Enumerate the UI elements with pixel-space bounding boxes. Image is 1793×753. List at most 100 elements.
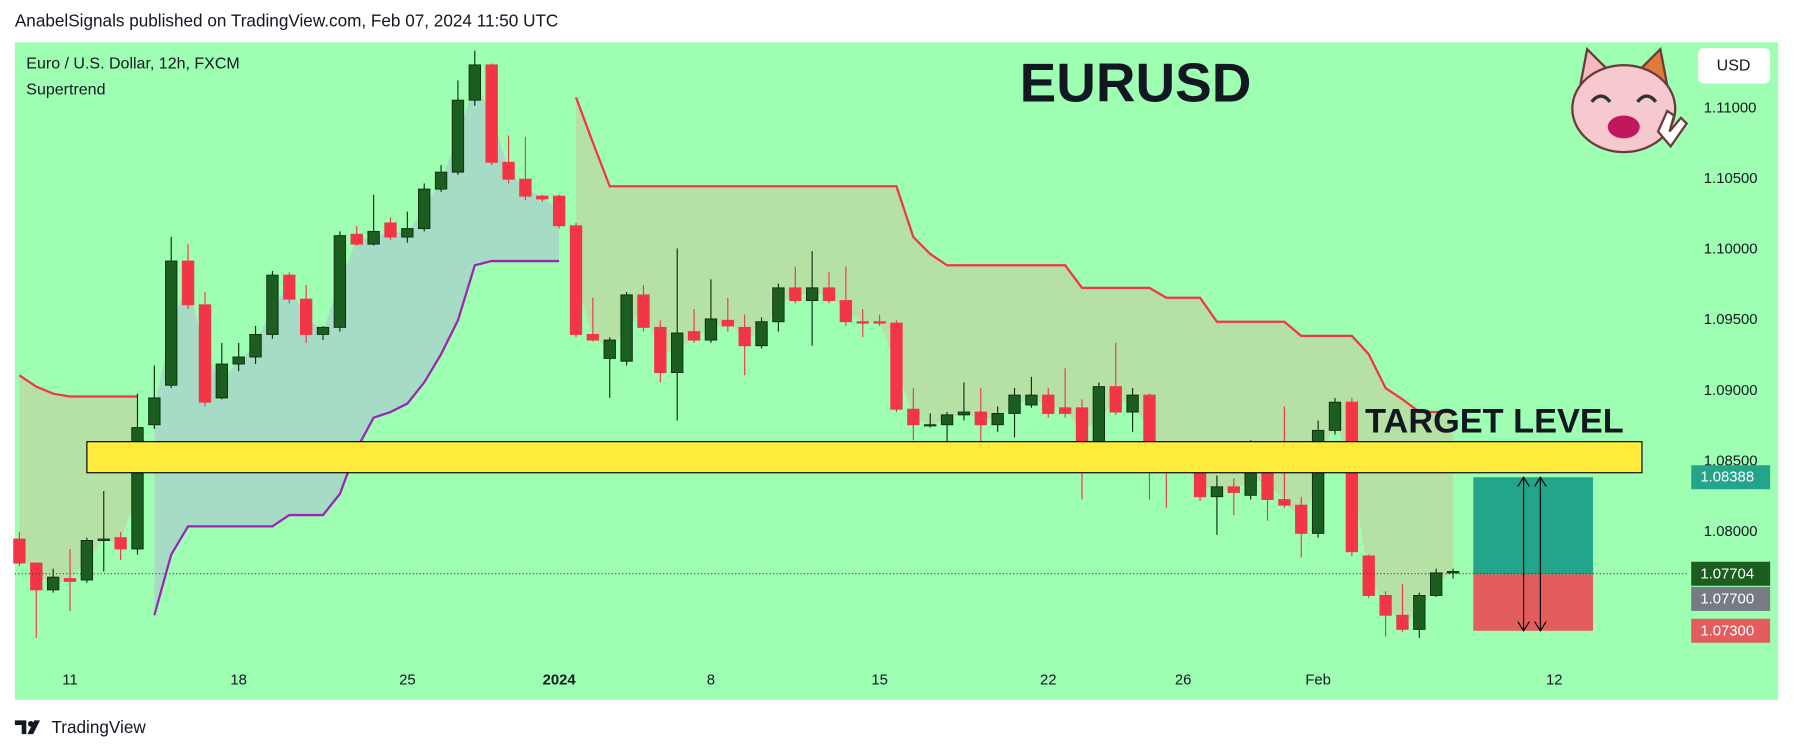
candle-body xyxy=(215,363,228,399)
sticker-eyes xyxy=(1590,94,1658,103)
candle-body xyxy=(1058,407,1072,414)
candle-body xyxy=(232,356,245,365)
candle-body xyxy=(1227,486,1240,493)
trend-fills xyxy=(19,82,1454,623)
x-tick-label: 18 xyxy=(230,672,247,688)
candle-body xyxy=(603,339,616,359)
candle-body xyxy=(266,274,279,335)
candle-body xyxy=(991,412,1004,426)
chart-title: EURUSD xyxy=(1020,51,1252,113)
candle-body xyxy=(148,397,161,426)
candle-body xyxy=(1008,394,1021,414)
brand-name: TradingView xyxy=(51,717,146,737)
x-tick-label: 15 xyxy=(871,672,888,688)
candle-body xyxy=(350,233,363,245)
candle-body xyxy=(1109,386,1122,413)
candle-body xyxy=(839,300,853,323)
x-tick-label: 12 xyxy=(1546,672,1563,688)
candle-body xyxy=(114,537,127,550)
candle-body xyxy=(1210,486,1224,498)
sticker-mouth xyxy=(1607,115,1640,139)
candle-body xyxy=(822,287,836,302)
x-tick-label: Feb xyxy=(1305,672,1331,688)
price-tag-label: 1.07700 xyxy=(1700,591,1754,607)
candle-body xyxy=(586,333,600,341)
price-tag-label: 1.07704 xyxy=(1700,566,1754,582)
indicator-name: Supertrend xyxy=(26,82,105,99)
x-tick-label: 22 xyxy=(1040,672,1057,688)
price-tag xyxy=(1691,586,1771,611)
candle-body xyxy=(1193,469,1207,498)
candle-body xyxy=(367,230,380,245)
profit-box xyxy=(1473,477,1594,575)
x-tick-label: 8 xyxy=(707,672,715,688)
candle-body xyxy=(333,235,347,328)
candle-body xyxy=(1295,504,1308,534)
candle-body xyxy=(957,411,971,416)
candle-body xyxy=(687,331,701,341)
candle-body xyxy=(1430,572,1443,596)
candle-body xyxy=(637,294,650,328)
y-tick-label: 1.09500 xyxy=(1704,312,1758,328)
candle-body xyxy=(401,228,414,238)
x-tick-label: 11 xyxy=(62,672,77,688)
y-tick-label: 1.10000 xyxy=(1704,242,1758,258)
currency-button[interactable] xyxy=(1698,48,1771,84)
currency-label[interactable]: USD xyxy=(1717,58,1751,75)
candle-body xyxy=(873,321,886,324)
candle-body xyxy=(181,260,195,306)
y-tick-label: 1.11000 xyxy=(1704,101,1757,117)
axes: 1.110001.105001.100001.095001.090001.085… xyxy=(62,101,1771,688)
candle-body xyxy=(805,287,819,302)
price-tag-label: 1.08388 xyxy=(1700,470,1754,486)
arrow-head xyxy=(1517,476,1530,632)
candle-body xyxy=(536,195,549,200)
brand-logo xyxy=(14,720,41,735)
candle-body xyxy=(485,64,498,163)
candle-body xyxy=(30,562,43,591)
x-tick-label: 25 xyxy=(399,672,416,688)
candle-body xyxy=(1042,394,1055,414)
loss-box xyxy=(1473,574,1594,631)
trend-fill xyxy=(154,82,560,616)
candle-body xyxy=(552,195,566,227)
candle-body xyxy=(1126,394,1139,413)
x-tick-label: 2024 xyxy=(543,672,577,688)
candle-body xyxy=(772,287,785,323)
candle-body xyxy=(299,298,313,335)
candle-body xyxy=(97,538,110,541)
candle-body xyxy=(738,326,751,347)
candle-body xyxy=(249,333,262,358)
candle-body xyxy=(1025,394,1038,406)
candle-body xyxy=(704,318,718,341)
drawings: TARGET LEVEL xyxy=(14,402,1687,632)
candle-body xyxy=(789,287,802,302)
sticker-hand xyxy=(1656,109,1689,149)
candle-body xyxy=(924,424,937,427)
price-tag-label: 1.07300 xyxy=(1700,623,1754,639)
candle-body xyxy=(80,540,94,581)
candle-body xyxy=(1379,595,1392,616)
price-tag xyxy=(1691,465,1771,490)
candle-body xyxy=(1413,595,1426,630)
supertrend-line xyxy=(18,96,1454,414)
candle-body xyxy=(384,222,397,238)
y-tick-label: 1.10500 xyxy=(1704,171,1758,187)
zone-label: TARGET LEVEL xyxy=(1365,402,1624,440)
candle-body xyxy=(620,294,633,362)
sticker xyxy=(1571,46,1689,154)
target-zone xyxy=(86,441,1643,474)
candle-body xyxy=(671,332,684,373)
candle-body xyxy=(451,99,465,173)
candle-body xyxy=(569,225,583,335)
candle-body xyxy=(198,304,212,403)
candle-body xyxy=(856,321,869,324)
candle-body xyxy=(890,322,903,410)
candle-body xyxy=(46,576,60,591)
candle-body xyxy=(165,260,178,386)
candle-body xyxy=(755,321,768,347)
candle-body xyxy=(63,578,77,582)
candle-body xyxy=(13,538,26,564)
